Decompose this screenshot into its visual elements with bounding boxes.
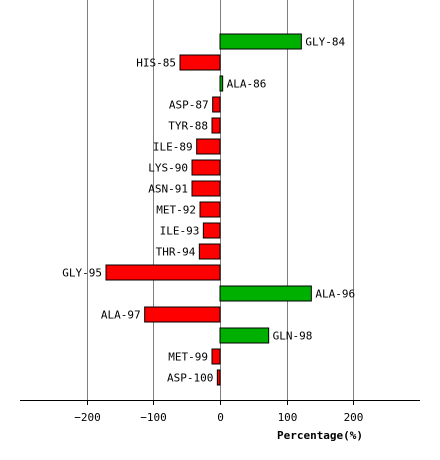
bar-label: ALA-97 [101, 309, 141, 322]
bar-label: ASP-100 [167, 372, 213, 385]
bar-label: ASN-91 [148, 183, 188, 196]
bar [202, 222, 221, 239]
x-tick-label: −200 [74, 411, 101, 424]
bar-label: LYS-90 [148, 162, 188, 175]
bar [212, 96, 221, 113]
bar [199, 201, 221, 218]
x-axis-title: Percentage(%) [277, 429, 363, 442]
x-axis: −200 −100 0 100 200 [20, 400, 420, 424]
bar [219, 75, 224, 92]
bar-label: ASP-87 [169, 99, 209, 112]
bar [144, 306, 221, 323]
x-tick-label: −100 [140, 411, 167, 424]
bar-label: ILE-89 [153, 141, 193, 154]
bar-label: ALA-96 [315, 288, 355, 301]
bar [211, 117, 221, 134]
bar [191, 180, 221, 197]
bar [191, 159, 221, 176]
bar [179, 54, 221, 71]
bar-label: MET-92 [156, 204, 196, 217]
bar [105, 264, 221, 281]
bar [198, 243, 221, 260]
x-tick-label: 100 [278, 411, 298, 424]
bar-label: MET-99 [168, 351, 208, 364]
bar [219, 285, 312, 302]
bar [216, 369, 221, 386]
bar [219, 327, 270, 344]
bar-label: GLY-84 [305, 36, 345, 49]
bar [219, 33, 302, 50]
bar-label: ALA-86 [227, 78, 267, 91]
bar-label: THR-94 [156, 246, 196, 259]
bar-label: GLN-98 [273, 330, 313, 343]
bar-label: ILE-93 [160, 225, 200, 238]
bar-label: TYR-88 [168, 120, 208, 133]
bars: GLY-84 HIS-85 ALA-86 ASP-87 TYR-88 ILE-89 LYS-… [62, 33, 355, 386]
bar-label: GLY-95 [62, 267, 102, 280]
x-tick-label: 200 [344, 411, 364, 424]
bar [196, 138, 221, 155]
bar [211, 348, 221, 365]
x-tick-label: 0 [217, 411, 224, 424]
bar-label: HIS-85 [136, 57, 176, 70]
